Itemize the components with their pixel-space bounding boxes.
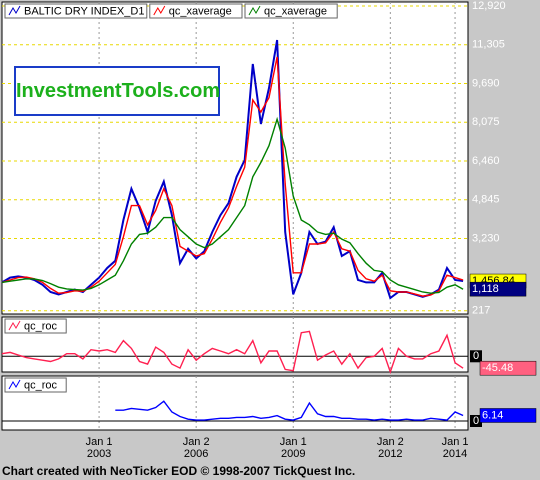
- legend-icon: [8, 5, 21, 16]
- legend-label: BALTIC DRY INDEX_D1: [24, 5, 144, 17]
- legend-entry: qc_roc: [4, 318, 67, 334]
- legend-label: qc_xaverage: [169, 5, 232, 17]
- y-tick-label: 3,230: [472, 232, 500, 244]
- legend-label: qc_roc: [24, 379, 58, 391]
- value-label: -45.48: [482, 362, 513, 374]
- y-tick-label: 6,460: [472, 155, 500, 167]
- legend-box: [4, 318, 67, 334]
- chart: 217 3,230 4,845 6,460 8,075 9,690 11,305 12,920…: [1, 0, 537, 431]
- y-tick-label: 8,075: [472, 116, 500, 128]
- legend-box: [149, 3, 243, 19]
- legend-label: qc_xaverage: [264, 5, 327, 17]
- y-tick-label: 11,305: [472, 39, 505, 51]
- series-line: [115, 400, 464, 421]
- value-label-box: [479, 360, 537, 376]
- x-tick-label: Jan 1 2014: [441, 436, 469, 460]
- legend-icon: [8, 320, 21, 331]
- series-line: [1, 330, 464, 375]
- y-tick-label: 12,920: [472, 0, 506, 12]
- footer: Chart created with NeoTicker EOD © 1998-…: [2, 464, 356, 478]
- series-line: [1, 56, 464, 297]
- x-tick-label: Jan 2 2012: [376, 436, 404, 460]
- legend-box: [4, 377, 67, 393]
- y-tick-box: [470, 350, 482, 363]
- x-tick-label: Jan 1 2003: [85, 436, 113, 460]
- plot-area: [1, 316, 469, 373]
- y-tick-label: 4,845: [472, 194, 500, 206]
- legend-icon: [8, 379, 21, 390]
- legend-icon: [248, 5, 261, 16]
- legend-entry: qc_xaverage: [149, 3, 243, 19]
- legend-box: [4, 3, 148, 19]
- watermark: InvestmentTools.com: [14, 66, 220, 116]
- legend-entry: qc_roc: [4, 377, 67, 393]
- value-label: 1,118: [472, 283, 499, 295]
- value-label: 6.14: [482, 409, 503, 421]
- legend-entry: qc_xaverage: [244, 3, 338, 19]
- y-tick-label: 9,690: [472, 77, 500, 89]
- y-tick-box: [470, 415, 482, 427]
- y-tick-label: 217: [472, 305, 490, 317]
- y-tick-label: 0: [473, 350, 479, 362]
- value-label-box: [479, 408, 537, 423]
- plot-area: [1, 375, 469, 431]
- plot-area: [1, 1, 469, 315]
- y-tick-label: 0: [473, 415, 479, 427]
- x-tick-label: Jan 1 2009: [279, 436, 307, 460]
- x-tick-label: Jan 2 2006: [182, 436, 210, 460]
- value-label-box: [469, 281, 527, 297]
- legend-entry: BALTIC DRY INDEX_D1: [4, 3, 148, 19]
- legend-box: [244, 3, 338, 19]
- legend-label: qc_roc: [24, 320, 58, 332]
- legend-icon: [153, 5, 166, 16]
- series-line: [1, 116, 464, 294]
